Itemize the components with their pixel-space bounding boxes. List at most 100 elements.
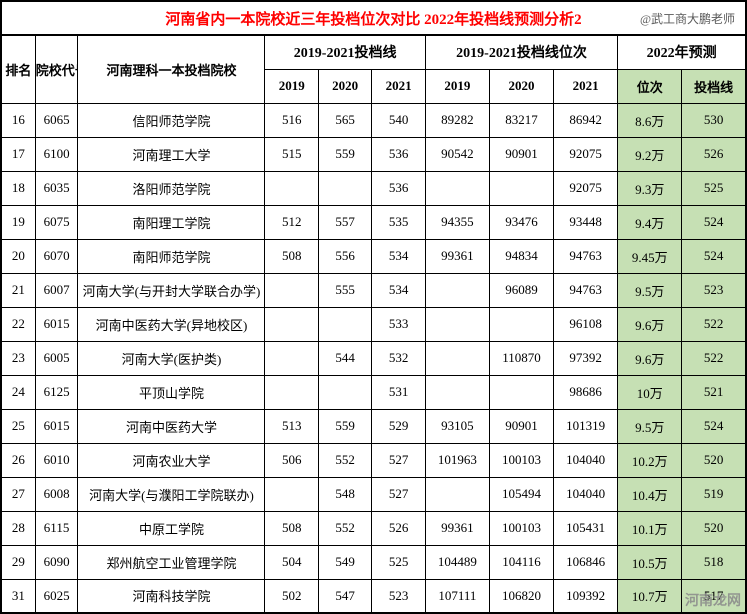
table-row: 166065信阳师范学院5165655408928283217869428.6万… [1, 103, 746, 137]
cell-r21: 97392 [554, 341, 618, 375]
cell-s19: 515 [265, 137, 318, 171]
cell-s20: 552 [318, 511, 371, 545]
cell-s21: 536 [372, 137, 425, 171]
cell-r19 [425, 171, 489, 205]
cell-rank: 18 [1, 171, 35, 205]
cell-r21: 93448 [554, 205, 618, 239]
cell-s19 [265, 341, 318, 375]
cell-s19: 508 [265, 239, 318, 273]
cell-r19 [425, 375, 489, 409]
cell-s21: 525 [372, 545, 425, 579]
cell-pr: 9.6万 [618, 307, 682, 341]
col-group-rank: 2019-2021投档线位次 [425, 35, 617, 69]
cell-r21: 104040 [554, 443, 618, 477]
cell-s20: 555 [318, 273, 371, 307]
cell-r19: 104489 [425, 545, 489, 579]
cell-s20: 544 [318, 341, 371, 375]
cell-r21: 94763 [554, 273, 618, 307]
cell-r20: 106820 [489, 579, 553, 613]
cell-r19: 99361 [425, 511, 489, 545]
table-row: 196075南阳理工学院5125575359435593476934489.4万… [1, 205, 746, 239]
cell-s20: 565 [318, 103, 371, 137]
cell-code: 6100 [35, 137, 78, 171]
table-row: 236005河南大学(医护类)544532110870973929.6万522 [1, 341, 746, 375]
table-row: 286115中原工学院5085525269936110010310543110.… [1, 511, 746, 545]
col-r2020: 2020 [489, 69, 553, 103]
cell-r20: 90901 [489, 409, 553, 443]
cell-code: 6015 [35, 409, 78, 443]
cell-rank: 24 [1, 375, 35, 409]
cell-pr: 10.5万 [618, 545, 682, 579]
cell-s21: 540 [372, 103, 425, 137]
table-row: 276008河南大学(与濮阳工学院联办)54852710549410404010… [1, 477, 746, 511]
cell-r19 [425, 307, 489, 341]
cell-r19: 94355 [425, 205, 489, 239]
col-pred-score: 投档线 [682, 69, 746, 103]
cell-school: 信阳师范学院 [78, 103, 265, 137]
cell-school: 平顶山学院 [78, 375, 265, 409]
cell-r19: 99361 [425, 239, 489, 273]
cell-s21: 532 [372, 341, 425, 375]
cell-rank: 16 [1, 103, 35, 137]
cell-s21: 531 [372, 375, 425, 409]
cell-r20: 100103 [489, 443, 553, 477]
cell-school: 郑州航空工业管理学院 [78, 545, 265, 579]
cell-s20: 552 [318, 443, 371, 477]
cell-r20 [489, 171, 553, 205]
cell-s19 [265, 273, 318, 307]
cell-r19 [425, 477, 489, 511]
table-row: 246125平顶山学院5319868610万521 [1, 375, 746, 409]
cell-s20: 557 [318, 205, 371, 239]
cell-r20: 100103 [489, 511, 553, 545]
cell-school: 洛阳师范学院 [78, 171, 265, 205]
cell-rank: 20 [1, 239, 35, 273]
cell-school: 河南理工大学 [78, 137, 265, 171]
cell-r20 [489, 307, 553, 341]
col-school: 河南理科一本投档院校 [78, 35, 265, 103]
cell-rank: 26 [1, 443, 35, 477]
cell-r20 [489, 375, 553, 409]
cell-ps: 520 [682, 443, 746, 477]
cell-rank: 29 [1, 545, 35, 579]
col-r2021: 2021 [554, 69, 618, 103]
cell-s20: 559 [318, 137, 371, 171]
data-table: 排名 院校代号 河南理科一本投档院校 2019-2021投档线 2019-202… [0, 34, 747, 614]
cell-pr: 10.2万 [618, 443, 682, 477]
col-s2021: 2021 [372, 69, 425, 103]
cell-s20: 548 [318, 477, 371, 511]
cell-rank: 28 [1, 511, 35, 545]
cell-pr: 10.7万 [618, 579, 682, 613]
cell-r19 [425, 273, 489, 307]
cell-rank: 31 [1, 579, 35, 613]
cell-ps: 523 [682, 273, 746, 307]
cell-s19: 516 [265, 103, 318, 137]
cell-r20: 83217 [489, 103, 553, 137]
cell-pr: 9.3万 [618, 171, 682, 205]
cell-code: 6090 [35, 545, 78, 579]
cell-s21: 527 [372, 443, 425, 477]
cell-s19: 506 [265, 443, 318, 477]
cell-ps: 517 [682, 579, 746, 613]
cell-pr: 10.1万 [618, 511, 682, 545]
table-row: 226015河南中医药大学(异地校区)533961089.6万522 [1, 307, 746, 341]
cell-r19: 89282 [425, 103, 489, 137]
page-title: 河南省内一本院校近三年投档位次对比 2022年投档线预测分析2 [165, 8, 581, 29]
cell-ps: 530 [682, 103, 746, 137]
cell-school: 河南大学(与濮阳工学院联办) [78, 477, 265, 511]
col-group-score: 2019-2021投档线 [265, 35, 425, 69]
cell-s20: 549 [318, 545, 371, 579]
title-bar: 河南省内一本院校近三年投档位次对比 2022年投档线预测分析2 @武工商大鹏老师 [0, 0, 747, 34]
cell-code: 6065 [35, 103, 78, 137]
cell-s19 [265, 375, 318, 409]
cell-r20: 90901 [489, 137, 553, 171]
cell-code: 6025 [35, 579, 78, 613]
table-row: 256015河南中医药大学51355952993105909011013199.… [1, 409, 746, 443]
cell-s19: 512 [265, 205, 318, 239]
cell-ps: 522 [682, 307, 746, 341]
cell-pr: 9.4万 [618, 205, 682, 239]
cell-code: 6007 [35, 273, 78, 307]
cell-s19: 504 [265, 545, 318, 579]
cell-rank: 27 [1, 477, 35, 511]
cell-code: 6035 [35, 171, 78, 205]
cell-ps: 522 [682, 341, 746, 375]
